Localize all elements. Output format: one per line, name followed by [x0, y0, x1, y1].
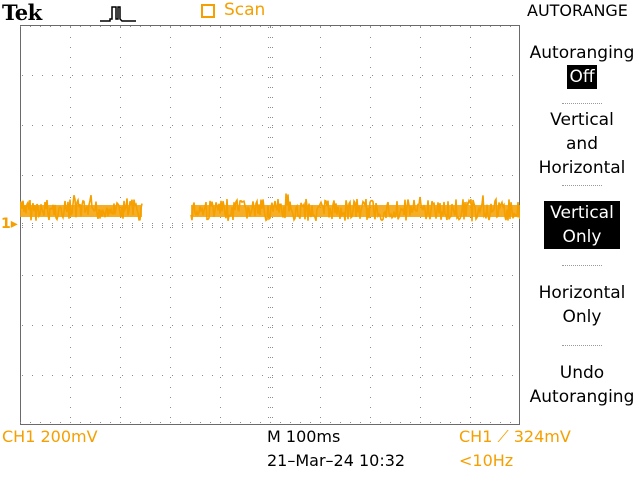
trigger-readout: CH1 ⟋ 324mV — [459, 427, 571, 446]
brand-logo: Tek — [2, 0, 42, 25]
undo-line2: Autoranging — [529, 387, 635, 407]
autoranging-toggle[interactable]: Autoranging Off — [524, 41, 640, 89]
vertical-only-selected: Vertical Only — [544, 201, 620, 249]
autoranging-label: Autoranging — [529, 43, 635, 63]
ch1-scale-readout: CH1 200mV — [2, 427, 98, 446]
channel-1-number: 1 — [1, 216, 11, 232]
undo-autoranging-button[interactable]: Undo Autoranging — [524, 361, 640, 409]
autoranging-value: Off — [567, 65, 597, 89]
vh-line1: Vertical — [550, 110, 614, 130]
undo-line1: Undo — [559, 363, 605, 383]
menu-divider — [562, 103, 602, 104]
vertical-and-horizontal-button[interactable]: Vertical and Horizontal — [524, 108, 640, 180]
timebase-readout: M 100ms — [267, 427, 341, 446]
menu-title: AUTORANGE — [527, 1, 628, 20]
single-pulse-icon — [100, 6, 136, 22]
vh-line3: Horizontal — [538, 158, 626, 178]
menu-divider — [562, 265, 602, 266]
horizontal-only-button[interactable]: Horizontal Only — [524, 281, 640, 329]
waveform-display — [20, 25, 520, 425]
datetime-readout: 21–Mar–24 10:32 — [267, 451, 406, 470]
graticule — [20, 26, 520, 423]
menu-divider — [562, 185, 602, 186]
ho-line2: Only — [562, 307, 602, 327]
vo-line1: Vertical — [550, 203, 614, 223]
ch1-trace-band — [20, 205, 142, 217]
trigger-frequency-readout: <10Hz — [459, 451, 514, 470]
scan-label: Scan — [224, 0, 266, 20]
vh-line2: and — [566, 134, 598, 154]
menu-divider — [562, 345, 602, 346]
vo-line2: Only — [562, 227, 602, 247]
ch1-trace-band — [191, 205, 520, 217]
channel-1-marker[interactable]: 1▸ — [1, 216, 18, 232]
vertical-only-button[interactable]: Vertical Only — [524, 201, 640, 249]
ho-line1: Horizontal — [538, 283, 626, 303]
scan-checkbox[interactable] — [201, 4, 215, 18]
ground-arrow-icon: ▸ — [10, 216, 18, 232]
